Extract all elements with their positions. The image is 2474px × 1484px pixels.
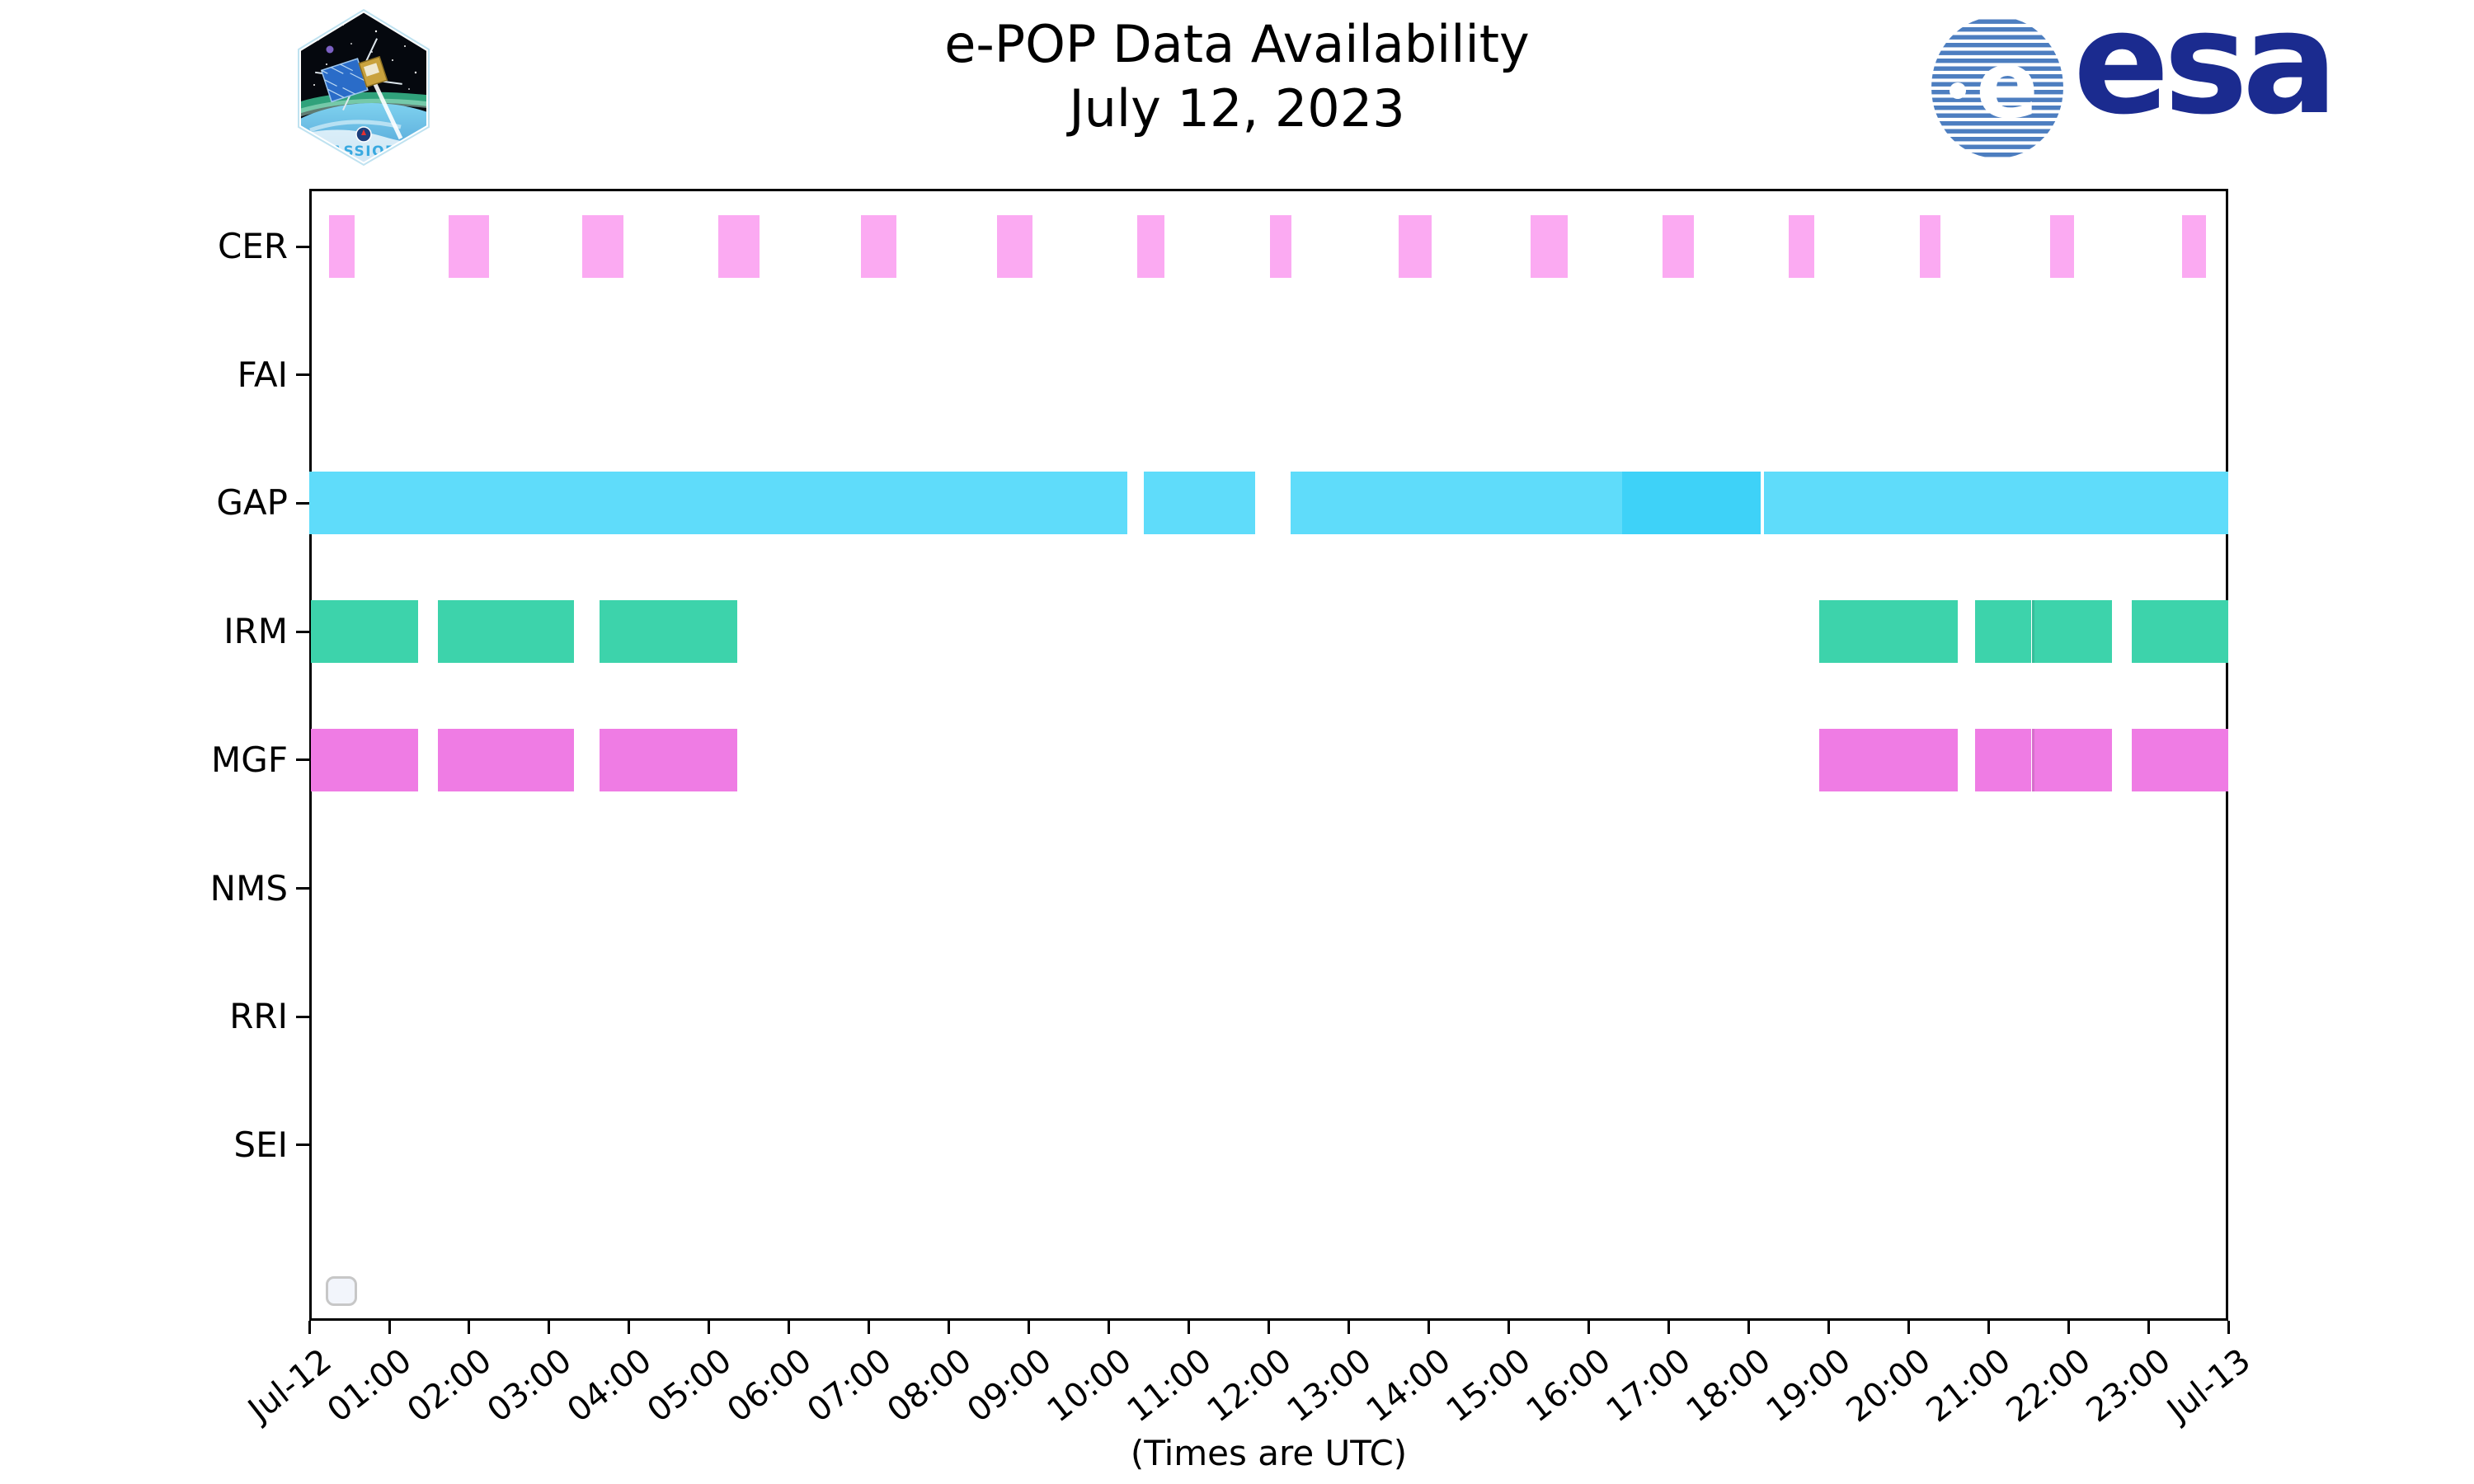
y-axis-tick: [296, 887, 309, 890]
x-axis-tick: [308, 1321, 311, 1334]
esa-logo: e esa: [1926, 0, 2338, 168]
esa-globe-icon: e: [1931, 16, 2063, 158]
x-axis-tick: [1827, 1321, 1830, 1334]
data-bar-cer: [1398, 215, 1432, 278]
y-axis-label-rri: RRI: [229, 996, 288, 1037]
data-bar-gap: [1290, 472, 1623, 535]
x-axis-tick: [868, 1321, 871, 1334]
data-bar-mgf: [2031, 728, 2113, 791]
legend-box: [326, 1276, 357, 1306]
y-axis-label-irm: IRM: [223, 611, 288, 652]
data-bar-mgf: [2131, 728, 2228, 791]
patch-border-inner: [298, 8, 430, 167]
x-axis-tick: [1268, 1321, 1270, 1334]
x-axis-tick: [1907, 1321, 1910, 1334]
esa-wordmark: esa: [2073, 0, 2338, 146]
x-axis-tick: [1987, 1321, 1990, 1334]
data-bar-gap: [309, 472, 1127, 535]
data-bar-cer: [1788, 215, 1814, 278]
data-bar-cer: [581, 215, 623, 278]
data-bar-gap: [1144, 472, 1255, 535]
data-bar-irm: [2131, 600, 2228, 664]
data-bar-cer: [329, 215, 355, 278]
y-axis-tick: [296, 373, 309, 377]
data-bar-gap: [1622, 472, 1761, 535]
data-bar-irm: [310, 600, 418, 664]
x-axis-tick: [2227, 1321, 2230, 1334]
patch-beam: [372, 81, 403, 140]
data-bar-cer: [1270, 215, 1291, 278]
cassiope-patch-graphic: CASSIOPE: [296, 7, 431, 168]
patch-aurora-glow: [299, 98, 429, 119]
patch-aurora: [299, 92, 429, 115]
y-axis-label-sei: SEI: [233, 1124, 288, 1165]
y-axis-label-gap: GAP: [216, 482, 288, 524]
svg-text:e: e: [1976, 32, 2039, 139]
patch-star-glow: [326, 45, 334, 54]
data-bar-cer: [1530, 215, 1569, 278]
y-axis-tick: [296, 501, 309, 505]
y-axis-label-nms: NMS: [209, 867, 288, 909]
data-bar-cer: [1919, 215, 1940, 278]
x-axis-tick: [1108, 1321, 1111, 1334]
y-axis-label-mgf: MGF: [211, 739, 288, 780]
y-axis-tick: [296, 630, 309, 633]
x-axis-tick: [388, 1321, 391, 1334]
x-axis-tick: [2067, 1321, 2070, 1334]
data-bar-irm: [1974, 600, 2032, 664]
data-bar-mgf: [1818, 728, 1959, 791]
chart-title: e-POP Data Availability: [944, 14, 1530, 74]
y-axis-tick: [296, 1015, 309, 1018]
x-axis-tick: [548, 1321, 551, 1334]
x-axis-tick: [1507, 1321, 1510, 1334]
data-bar-cer: [448, 215, 490, 278]
data-bar-irm: [2031, 600, 2113, 664]
data-bar-cer: [718, 215, 760, 278]
y-axis-label-cer: CER: [217, 226, 288, 266]
x-axis-tick: [1028, 1321, 1031, 1334]
x-axis-caption: (Times are UTC): [1130, 1433, 1408, 1473]
cassiope-mission-patch: CASSIOPE: [294, 7, 434, 168]
data-bar-mgf: [310, 728, 418, 791]
patch-satellite: [315, 38, 402, 111]
x-axis-tick: [1188, 1321, 1190, 1334]
data-bar-irm: [1818, 600, 1959, 664]
x-axis-tick: [1427, 1321, 1430, 1334]
data-bar-cer: [2181, 215, 2206, 278]
data-bar-irm: [438, 600, 574, 664]
y-axis-tick: [296, 245, 309, 248]
data-bar-cer: [1662, 215, 1695, 278]
x-axis-tick: [1348, 1321, 1350, 1334]
patch-csa-chevron: [361, 129, 366, 135]
chart-subtitle: July 12, 2023: [1069, 78, 1405, 139]
x-axis-tick: [708, 1321, 711, 1334]
x-axis-tick: [1667, 1321, 1670, 1334]
data-bar-mgf: [438, 728, 574, 791]
y-axis-tick: [296, 1144, 309, 1147]
y-axis-tick: [296, 758, 309, 762]
data-bar-mgf: [600, 728, 737, 791]
x-axis-tick: [468, 1321, 471, 1334]
x-axis-tick: [788, 1321, 791, 1334]
x-axis-tick: [628, 1321, 631, 1334]
x-axis-tick: [2147, 1321, 2150, 1334]
y-axis-label-fai: FAI: [237, 354, 288, 395]
data-bar-mgf: [1974, 728, 2032, 791]
data-bar-cer: [861, 215, 896, 278]
patch-cloud-swirl: [309, 120, 402, 133]
x-axis-tick: [1587, 1321, 1590, 1334]
x-axis-tick: [948, 1321, 951, 1334]
data-bar-cer: [996, 215, 1033, 278]
data-bar-gap: [1763, 472, 2228, 535]
data-bar-irm: [600, 600, 737, 664]
data-bar-cer: [2049, 215, 2074, 278]
data-bar-cer: [1136, 215, 1165, 278]
x-axis-tick: [1747, 1321, 1750, 1334]
